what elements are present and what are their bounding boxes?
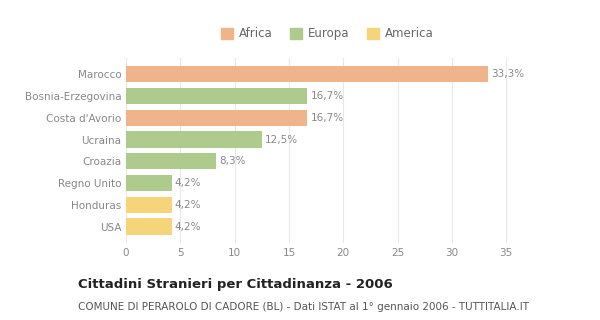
Bar <box>126 66 488 82</box>
Bar <box>126 175 172 191</box>
Bar <box>126 88 307 104</box>
Text: 12,5%: 12,5% <box>265 134 298 145</box>
Text: 4,2%: 4,2% <box>175 178 202 188</box>
Text: Cittadini Stranieri per Cittadinanza - 2006: Cittadini Stranieri per Cittadinanza - 2… <box>78 278 393 291</box>
Bar <box>126 153 216 170</box>
Text: 16,7%: 16,7% <box>311 91 344 101</box>
Bar <box>126 219 172 235</box>
Bar <box>126 197 172 213</box>
Bar <box>126 131 262 148</box>
Text: 33,3%: 33,3% <box>491 69 524 79</box>
Text: COMUNE DI PERAROLO DI CADORE (BL) - Dati ISTAT al 1° gennaio 2006 - TUTTITALIA.I: COMUNE DI PERAROLO DI CADORE (BL) - Dati… <box>78 302 529 312</box>
Text: 8,3%: 8,3% <box>220 156 246 166</box>
Text: 4,2%: 4,2% <box>175 200 202 210</box>
Text: 4,2%: 4,2% <box>175 221 202 232</box>
Text: 16,7%: 16,7% <box>311 113 344 123</box>
Bar <box>126 109 307 126</box>
Legend: Africa, Europa, America: Africa, Europa, America <box>216 23 438 45</box>
